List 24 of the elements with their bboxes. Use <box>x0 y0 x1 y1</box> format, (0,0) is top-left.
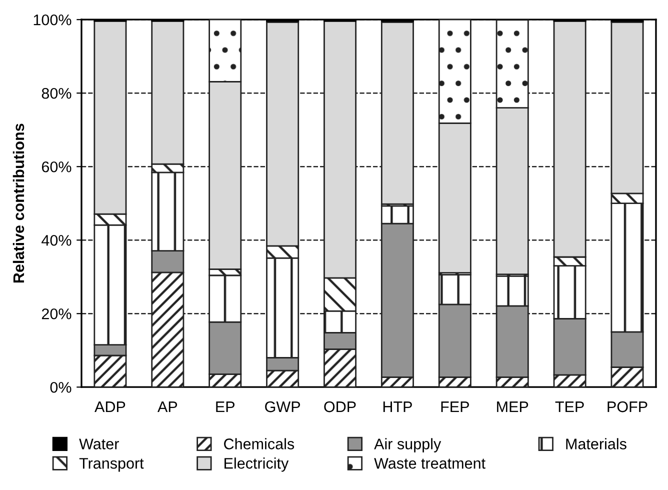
x-tick-label: GWP <box>265 401 300 412</box>
x-tick-label: MEP <box>497 402 528 412</box>
x-tick-label: FEP <box>441 402 469 412</box>
x-tick-label: TEP <box>555 402 584 412</box>
y-tick-label: 60% <box>42 161 72 172</box>
y-tick-label: 20% <box>42 308 72 320</box>
legend-label: Transport <box>79 458 144 472</box>
x-tick-label: AP <box>158 402 178 412</box>
legend-label: Electricity <box>224 458 289 472</box>
y-tick-label: 80% <box>42 88 72 99</box>
legend-label: Waste treatment <box>374 458 486 469</box>
x-tick-label: HTP <box>383 402 412 412</box>
y-axis-title: Relative contributions <box>12 124 24 283</box>
x-tick-label: POFP <box>608 401 648 412</box>
legend-label: Water <box>79 438 119 450</box>
x-tick-label: ODP <box>324 401 356 412</box>
legend-label: Air supply <box>374 438 442 452</box>
legend-label: Materials <box>566 438 626 450</box>
legend-label: Chemicals <box>224 438 294 450</box>
x-tick-label: EP <box>216 402 234 412</box>
y-tick-label: 0% <box>50 382 72 393</box>
y-tick-label: 100% <box>34 14 72 26</box>
y-tick-label: 40% <box>42 234 72 246</box>
x-tick-label: ADP <box>94 402 126 412</box>
